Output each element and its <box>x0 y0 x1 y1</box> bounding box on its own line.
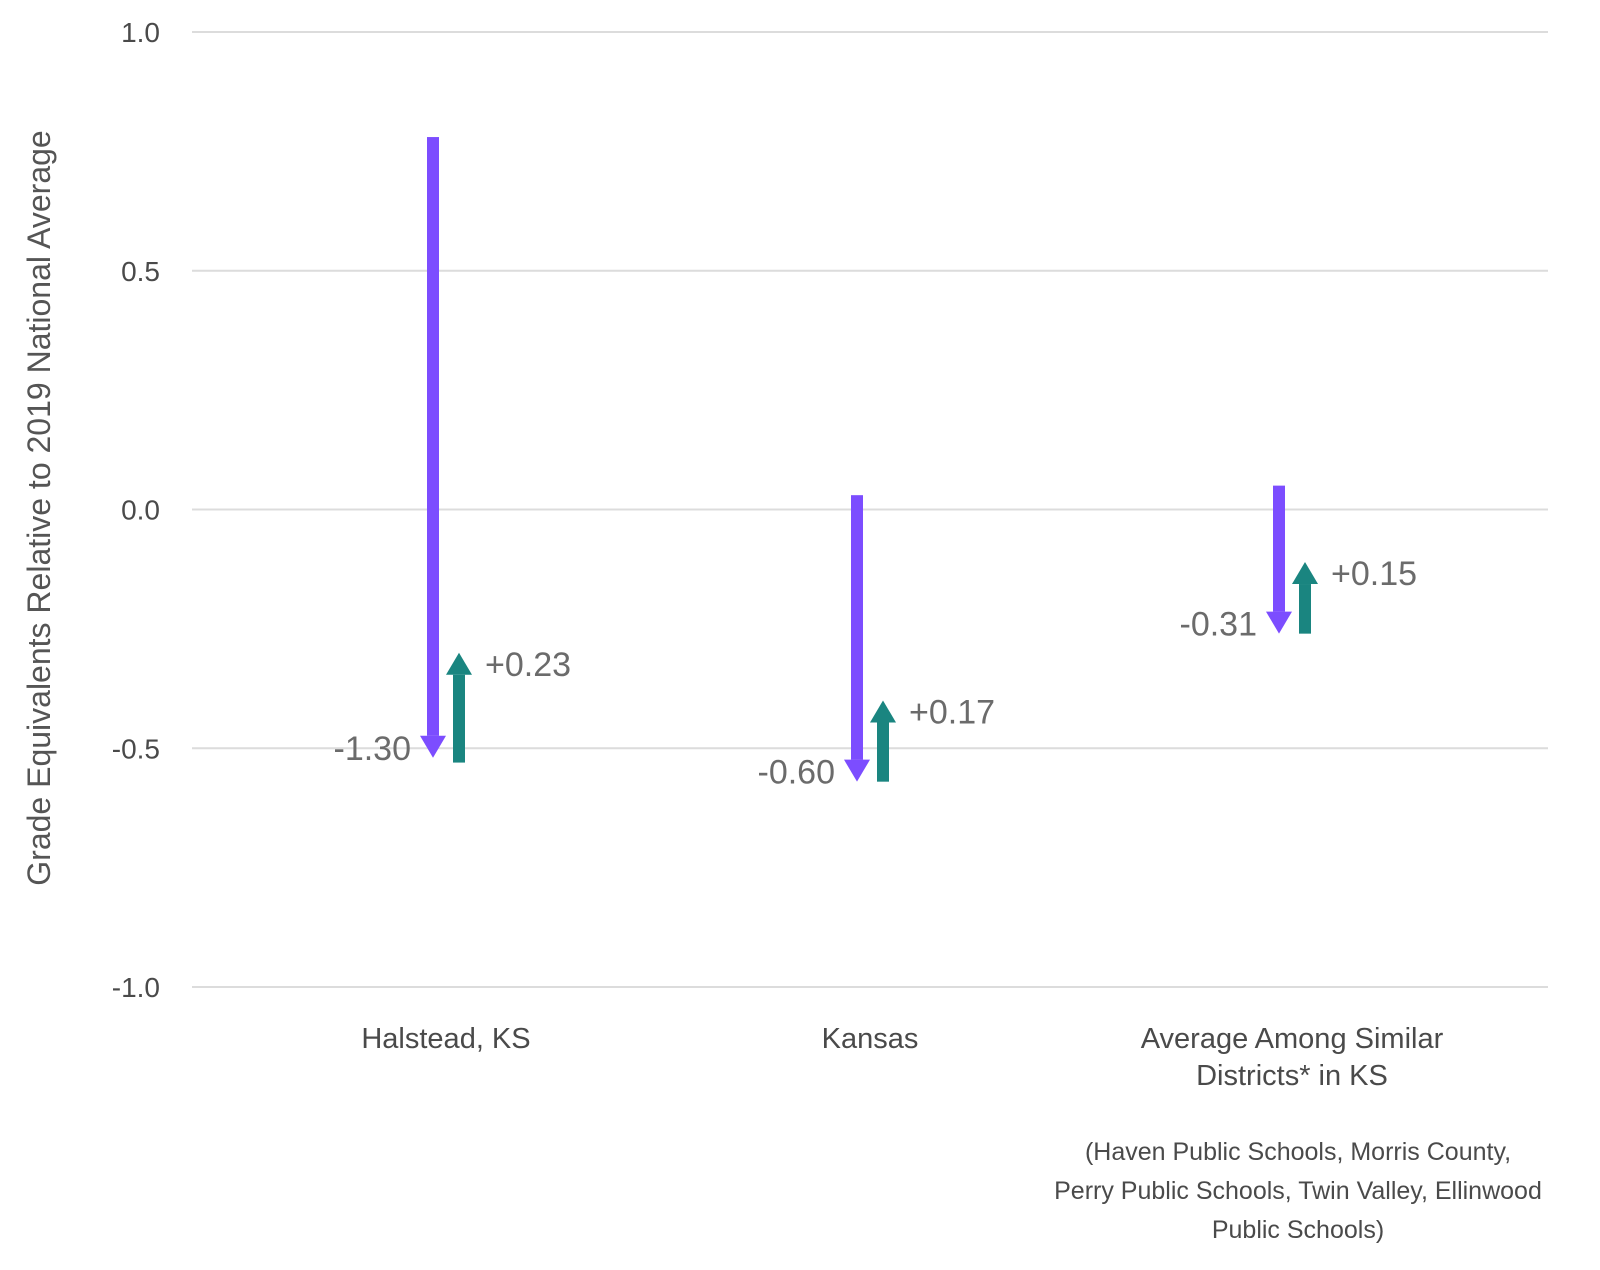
category-label: Districts* in KS <box>1196 1060 1388 1092</box>
recovery-value-label: +0.23 <box>485 646 571 684</box>
decline-arrow <box>1266 485 1292 634</box>
category-label: Average Among Similar <box>1141 1023 1444 1055</box>
decline-value-label: -0.60 <box>758 754 836 792</box>
decline-value-label: -1.30 <box>334 730 412 768</box>
decline-value-label: -0.31 <box>1180 606 1258 644</box>
y-tick-label: 0.0 <box>121 495 160 526</box>
recovery-arrow <box>446 652 472 763</box>
y-axis-label: Grade Equivalents Relative to 2019 Natio… <box>21 130 57 885</box>
footnote-line: Public Schools) <box>1212 1216 1384 1244</box>
arrow-head <box>1266 611 1292 634</box>
recovery-value-label: +0.17 <box>909 694 995 732</box>
arrow-shaft <box>1299 584 1311 634</box>
arrow-head <box>446 652 472 675</box>
decline-arrow <box>420 137 446 758</box>
arrow-shaft <box>877 722 889 782</box>
arrow-shaft <box>1273 485 1285 612</box>
footnote-line: (Haven Public Schools, Morris County, <box>1085 1138 1511 1166</box>
footnote: (Haven Public Schools, Morris County, Per… <box>1054 1138 1542 1244</box>
x-axis-categories: Halstead, KS Kansas Average Among Similar D… <box>361 1023 1443 1092</box>
recovery-value-label: +0.15 <box>1331 555 1417 593</box>
arrow-shaft <box>427 137 439 736</box>
recovery-arrow <box>1292 562 1318 634</box>
arrow-head <box>844 759 870 782</box>
decline-arrow <box>844 495 870 782</box>
category-label: Halstead, KS <box>361 1023 530 1055</box>
y-tick-label: -1.0 <box>112 972 160 1003</box>
arrow-shaft <box>453 674 465 763</box>
arrow-shaft <box>851 495 863 760</box>
y-axis-ticks: 1.0 0.5 0.0 -0.5 -1.0 <box>112 17 160 1003</box>
arrow-marks: -1.30 -0.60 -0.31 +0.23 +0.17 +0.15 <box>334 137 1417 792</box>
y-tick-label: 1.0 <box>121 17 160 48</box>
arrow-head <box>1292 562 1318 585</box>
y-tick-label: 0.5 <box>121 256 160 287</box>
y-tick-label: -0.5 <box>112 733 160 764</box>
gridlines <box>192 31 1548 988</box>
arrow-head <box>420 735 446 758</box>
recovery-arrow <box>870 700 896 782</box>
footnote-line: Perry Public Schools, Twin Valley, Ellin… <box>1054 1177 1542 1205</box>
category-label: Kansas <box>822 1023 919 1055</box>
arrow-head <box>870 700 896 723</box>
